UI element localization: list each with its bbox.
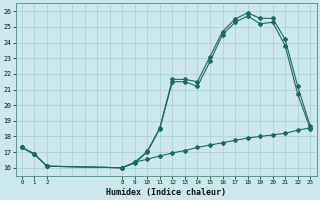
X-axis label: Humidex (Indice chaleur): Humidex (Indice chaleur) bbox=[106, 188, 226, 197]
